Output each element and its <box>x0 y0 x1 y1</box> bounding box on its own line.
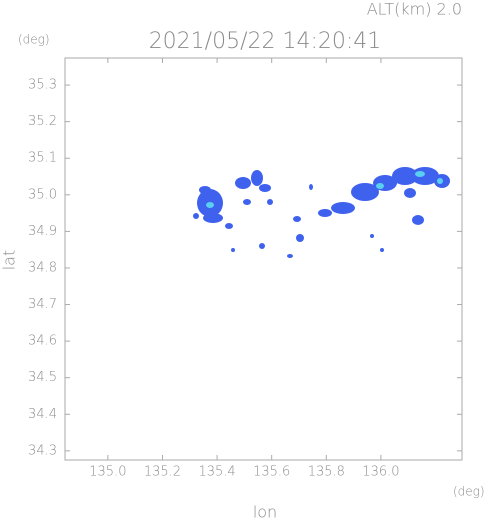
radar-echoes <box>193 167 450 258</box>
y-tick-label: 35.0 <box>28 187 57 202</box>
y-tick-label: 34.7 <box>28 297 57 312</box>
y-tick-label: 34.5 <box>28 370 57 385</box>
x-axis-label: lon <box>253 503 277 521</box>
y-tick-label: 34.8 <box>28 260 57 275</box>
y-tick-label: 35.1 <box>28 151 57 166</box>
chart-title: 2021/05/22 14:20:41 <box>149 29 382 54</box>
x-tick-label: 135.4 <box>198 465 235 480</box>
y-axis-label: lat <box>0 250 19 271</box>
x-unit: (deg) <box>453 485 485 499</box>
x-tick-label: 135.6 <box>253 465 290 480</box>
y-tick-label: 35.2 <box>28 114 57 129</box>
y-tick-label: 34.3 <box>28 443 57 458</box>
y-tick-label: 34.6 <box>28 334 57 349</box>
altitude-label: ALT(km) 2.0 <box>367 0 462 19</box>
x-tick-label: 135.0 <box>89 465 126 480</box>
y-tick-label: 34.9 <box>28 224 57 239</box>
plot-frame <box>64 57 463 461</box>
x-tick-label: 136.0 <box>362 465 399 480</box>
y-tick-label: 35.3 <box>28 78 57 93</box>
x-tick-label: 135.8 <box>308 465 345 480</box>
x-tick-label: 135.2 <box>144 465 181 480</box>
y-unit: (deg) <box>18 33 50 47</box>
y-tick-label: 34.4 <box>28 407 57 422</box>
